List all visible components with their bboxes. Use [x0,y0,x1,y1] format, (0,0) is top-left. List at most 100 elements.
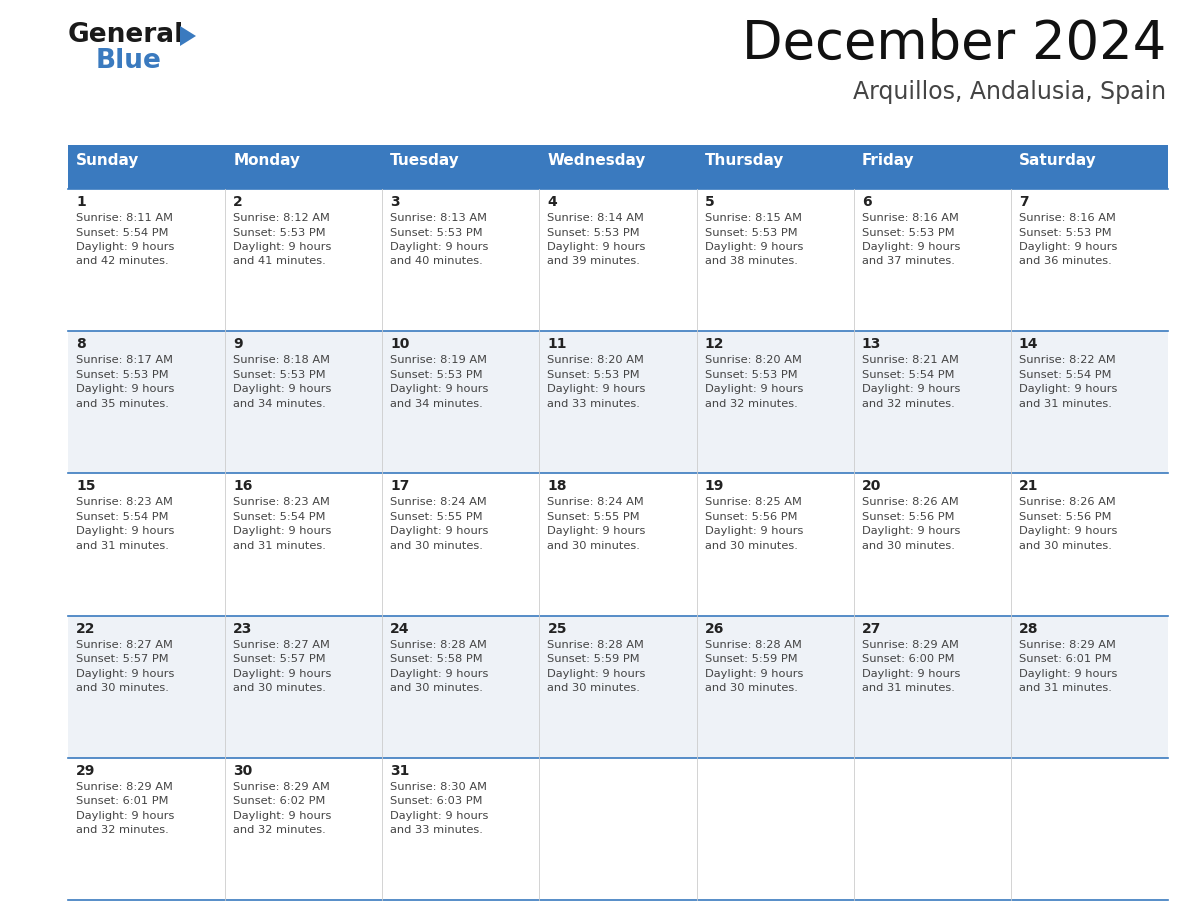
Text: Sunrise: 8:29 AM: Sunrise: 8:29 AM [1019,640,1116,650]
Text: Sunset: 5:53 PM: Sunset: 5:53 PM [233,228,326,238]
Text: Sunset: 5:53 PM: Sunset: 5:53 PM [233,370,326,380]
Text: Sunset: 5:53 PM: Sunset: 5:53 PM [704,370,797,380]
Text: 23: 23 [233,621,253,635]
Text: Sunrise: 8:23 AM: Sunrise: 8:23 AM [76,498,173,508]
Text: and 32 minutes.: and 32 minutes. [233,825,326,835]
Text: and 30 minutes.: and 30 minutes. [233,683,326,693]
Text: Sunset: 5:53 PM: Sunset: 5:53 PM [391,228,482,238]
Text: and 37 minutes.: and 37 minutes. [861,256,955,266]
Text: Sunset: 5:54 PM: Sunset: 5:54 PM [233,512,326,522]
Text: and 30 minutes.: and 30 minutes. [76,683,169,693]
Text: and 41 minutes.: and 41 minutes. [233,256,326,266]
Text: and 39 minutes.: and 39 minutes. [548,256,640,266]
Text: Daylight: 9 hours: Daylight: 9 hours [76,811,175,821]
Text: Daylight: 9 hours: Daylight: 9 hours [76,526,175,536]
Text: 9: 9 [233,337,242,352]
Text: Sunset: 5:54 PM: Sunset: 5:54 PM [76,512,169,522]
Bar [696,145,854,189]
Text: 12: 12 [704,337,723,352]
Text: Sunset: 5:58 PM: Sunset: 5:58 PM [391,655,482,664]
Text: Monday: Monday [233,153,301,168]
Text: Sunset: 6:01 PM: Sunset: 6:01 PM [76,796,169,806]
Text: Sunrise: 8:16 AM: Sunrise: 8:16 AM [1019,213,1116,223]
Text: 20: 20 [861,479,881,493]
Text: Daylight: 9 hours: Daylight: 9 hours [233,526,331,536]
Text: Sunrise: 8:27 AM: Sunrise: 8:27 AM [76,640,173,650]
Text: 29: 29 [76,764,95,778]
Text: Sunset: 5:59 PM: Sunset: 5:59 PM [548,655,640,664]
Text: and 35 minutes.: and 35 minutes. [76,398,169,409]
Text: Sunset: 5:54 PM: Sunset: 5:54 PM [861,370,954,380]
Text: Sunday: Sunday [76,153,139,168]
Text: and 33 minutes.: and 33 minutes. [391,825,484,835]
Text: Sunrise: 8:17 AM: Sunrise: 8:17 AM [76,355,173,365]
Text: Sunset: 5:55 PM: Sunset: 5:55 PM [391,512,482,522]
Text: Sunset: 5:53 PM: Sunset: 5:53 PM [76,370,169,380]
Text: Sunset: 5:53 PM: Sunset: 5:53 PM [861,228,954,238]
Bar [68,474,1168,616]
Text: Sunset: 6:02 PM: Sunset: 6:02 PM [233,796,326,806]
Text: Saturday: Saturday [1019,153,1097,168]
Text: 16: 16 [233,479,253,493]
Text: 24: 24 [391,621,410,635]
Text: and 32 minutes.: and 32 minutes. [704,398,797,409]
Text: Daylight: 9 hours: Daylight: 9 hours [704,385,803,394]
Text: Daylight: 9 hours: Daylight: 9 hours [233,385,331,394]
Text: 7: 7 [1019,195,1029,209]
Text: Sunrise: 8:26 AM: Sunrise: 8:26 AM [861,498,959,508]
Text: Sunrise: 8:19 AM: Sunrise: 8:19 AM [391,355,487,365]
Text: and 30 minutes.: and 30 minutes. [391,541,484,551]
Text: Sunrise: 8:21 AM: Sunrise: 8:21 AM [861,355,959,365]
Text: 25: 25 [548,621,567,635]
Text: Daylight: 9 hours: Daylight: 9 hours [548,668,646,678]
Text: 30: 30 [233,764,252,778]
Text: Daylight: 9 hours: Daylight: 9 hours [861,385,960,394]
Text: Wednesday: Wednesday [548,153,646,168]
Text: Daylight: 9 hours: Daylight: 9 hours [1019,668,1117,678]
Text: Daylight: 9 hours: Daylight: 9 hours [391,811,488,821]
Text: Daylight: 9 hours: Daylight: 9 hours [548,242,646,252]
Text: and 31 minutes.: and 31 minutes. [76,541,169,551]
Text: 13: 13 [861,337,881,352]
Text: and 38 minutes.: and 38 minutes. [704,256,797,266]
Text: Sunrise: 8:13 AM: Sunrise: 8:13 AM [391,213,487,223]
Text: and 34 minutes.: and 34 minutes. [391,398,484,409]
Text: 15: 15 [76,479,95,493]
Text: 3: 3 [391,195,400,209]
Text: Daylight: 9 hours: Daylight: 9 hours [1019,385,1117,394]
Text: Daylight: 9 hours: Daylight: 9 hours [233,811,331,821]
Text: and 30 minutes.: and 30 minutes. [861,541,955,551]
Text: Sunset: 5:56 PM: Sunset: 5:56 PM [1019,512,1111,522]
Text: Daylight: 9 hours: Daylight: 9 hours [1019,526,1117,536]
Text: 28: 28 [1019,621,1038,635]
Text: Friday: Friday [861,153,915,168]
Bar [68,616,1168,757]
Text: Daylight: 9 hours: Daylight: 9 hours [1019,242,1117,252]
Text: Sunrise: 8:11 AM: Sunrise: 8:11 AM [76,213,173,223]
Text: Sunset: 5:59 PM: Sunset: 5:59 PM [704,655,797,664]
Text: Sunset: 5:57 PM: Sunset: 5:57 PM [233,655,326,664]
Text: Sunrise: 8:27 AM: Sunrise: 8:27 AM [233,640,330,650]
Text: Daylight: 9 hours: Daylight: 9 hours [391,668,488,678]
Text: and 30 minutes.: and 30 minutes. [704,541,797,551]
Text: Daylight: 9 hours: Daylight: 9 hours [76,385,175,394]
Bar [68,145,226,189]
Text: and 30 minutes.: and 30 minutes. [548,683,640,693]
Bar [226,145,383,189]
Text: Blue: Blue [96,48,162,74]
Text: 5: 5 [704,195,714,209]
Text: Sunrise: 8:24 AM: Sunrise: 8:24 AM [391,498,487,508]
Text: and 30 minutes.: and 30 minutes. [548,541,640,551]
Text: Tuesday: Tuesday [391,153,460,168]
Text: 31: 31 [391,764,410,778]
Text: Sunrise: 8:22 AM: Sunrise: 8:22 AM [1019,355,1116,365]
Text: Sunset: 5:56 PM: Sunset: 5:56 PM [704,512,797,522]
Polygon shape [181,26,196,46]
Text: Sunrise: 8:16 AM: Sunrise: 8:16 AM [861,213,959,223]
Text: Sunset: 6:01 PM: Sunset: 6:01 PM [1019,655,1111,664]
Text: and 30 minutes.: and 30 minutes. [704,683,797,693]
Text: and 31 minutes.: and 31 minutes. [1019,683,1112,693]
Text: Daylight: 9 hours: Daylight: 9 hours [233,668,331,678]
Text: Sunrise: 8:12 AM: Sunrise: 8:12 AM [233,213,330,223]
Text: Sunrise: 8:25 AM: Sunrise: 8:25 AM [704,498,802,508]
